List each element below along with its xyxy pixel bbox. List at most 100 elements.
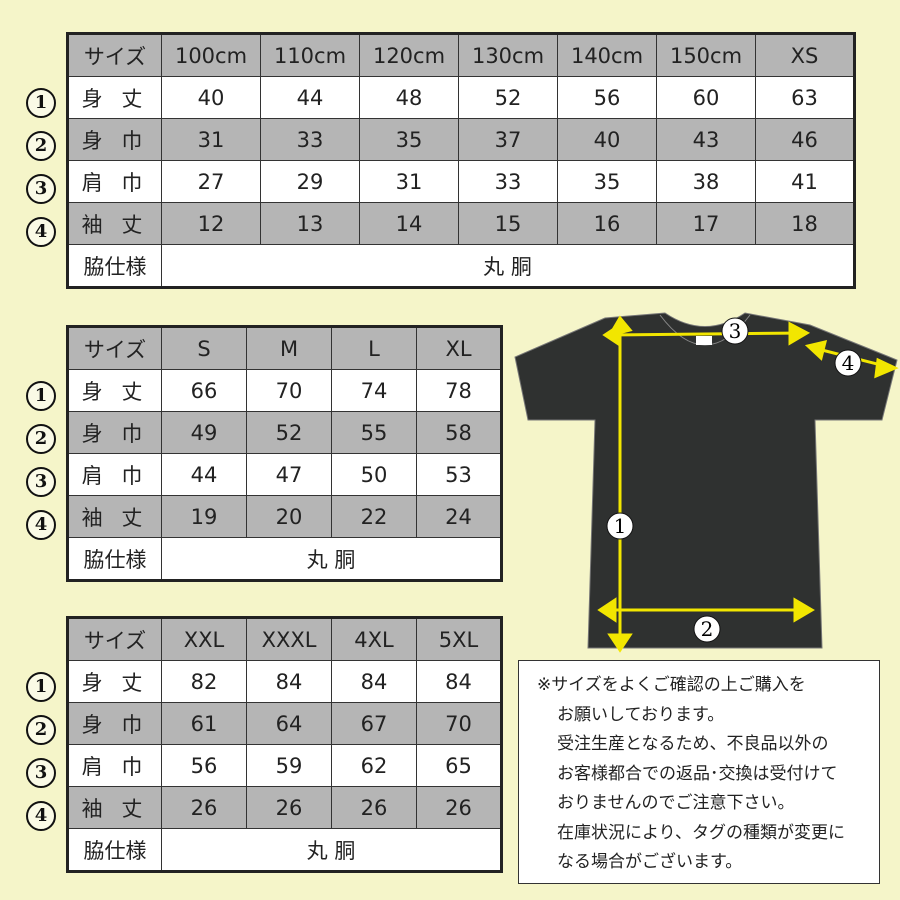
note-line: なる場合がございます。 [557,852,743,872]
size-value: 67 [331,702,417,745]
tshirt-measurement-diagram: 1 2 3 4 [514,312,899,653]
size-value: 84 [416,660,502,703]
row-label: 身 巾 [67,411,162,454]
size-value: 15 [458,202,558,245]
marker-4: 4 [842,351,855,375]
size-value: 66 [161,369,247,412]
size-value: 55 [331,411,417,454]
size-value: 59 [246,744,332,787]
size-value: 84 [246,660,332,703]
size-value: 26 [246,786,332,829]
size-header: M [246,326,332,370]
size-value: 74 [331,369,417,412]
size-value: 52 [246,411,332,454]
size-header: 150cm [656,33,756,77]
size-value: 33 [458,160,558,203]
row-marker-3: 3 [26,174,56,204]
marker-3: 3 [729,319,742,343]
size-value: 22 [331,495,417,538]
size-value: 64 [246,702,332,745]
table-row: 身 巾 31 33 35 37 40 43 46 [67,118,855,161]
side-spec-label: 脇仕様 [67,828,162,872]
table-row: サイズ 100cm 110cm 120cm 130cm 140cm 150cm XS [67,33,855,77]
size-value: 19 [161,495,247,538]
table-row: 身 丈 40 44 48 52 56 60 63 [67,76,855,119]
table-row: 身 巾 49 52 55 58 [67,411,502,454]
note-line: お客様都合での返品･交換は受付けて [557,763,838,784]
row-marker-2: 2 [26,424,56,454]
header-size-label: サイズ [67,33,162,77]
size-header: 100cm [161,33,261,77]
row-label: 身 丈 [67,76,162,119]
size-value: 49 [161,411,247,454]
row-marker-3: 3 [26,758,56,788]
marker-1: 1 [614,514,627,538]
size-value: 61 [161,702,247,745]
size-value: 62 [331,744,417,787]
size-value: 70 [416,702,502,745]
size-header: S [161,326,247,370]
size-value: 29 [260,160,360,203]
size-value: 33 [260,118,360,161]
size-value: 31 [359,160,459,203]
size-value: 46 [755,118,855,161]
size-value: 56 [557,76,657,119]
size-value: 35 [359,118,459,161]
side-spec-value: 丸 胴 [161,537,502,581]
row-marker-4: 4 [26,801,56,831]
size-value: 58 [416,411,502,454]
size-value: 26 [416,786,502,829]
purchase-notice: ※サイズをよくご確認の上ご購入を お願いしております。 受注生産となるため、不良… [518,660,880,884]
size-table-2: サイズ S M L XL 身 丈 66 70 74 78 身 巾 49 52 55 58 肩 巾 44 47 50 5… [66,325,503,582]
table-row: サイズ XXL XXXL 4XL 5XL [67,617,502,661]
table-row: 脇仕様丸 胴 [67,828,502,872]
size-table-1: サイズ 100cm 110cm 120cm 130cm 140cm 150cm XS 身 丈 40… [66,32,856,289]
size-value: 13 [260,202,360,245]
size-value: 40 [557,118,657,161]
size-value: 60 [656,76,756,119]
table-row: 身 丈 66 70 74 78 [67,369,502,412]
header-size-label: サイズ [67,326,162,370]
size-header: L [331,326,417,370]
size-header: 5XL [416,617,502,661]
note-line: ※サイズをよくご確認の上ご購入を [537,675,806,695]
size-header: XXXL [246,617,332,661]
size-header: 140cm [557,33,657,77]
table-row: サイズ S M L XL [67,326,502,370]
size-value: 52 [458,76,558,119]
table-row: 肩 巾 44 47 50 53 [67,453,502,496]
size-header: XS [755,33,855,77]
size-value: 16 [557,202,657,245]
size-value: 14 [359,202,459,245]
row-marker-3: 3 [26,467,56,497]
size-value: 44 [161,453,247,496]
note-line: お願いしております。 [557,704,725,725]
size-value: 50 [331,453,417,496]
row-label: 肩 巾 [67,453,162,496]
size-value: 47 [246,453,332,496]
size-value: 37 [458,118,558,161]
size-header: 110cm [260,33,360,77]
marker-2: 2 [701,617,714,641]
size-value: 53 [416,453,502,496]
side-spec-value: 丸 胴 [161,244,855,288]
row-label: 身 丈 [67,660,162,703]
table-row: 肩 巾 56 59 62 65 [67,744,502,787]
size-value: 70 [246,369,332,412]
row-marker-1: 1 [26,672,56,702]
table-row: 脇仕様丸 胴 [67,537,502,581]
size-header: 120cm [359,33,459,77]
size-value: 82 [161,660,247,703]
size-value: 18 [755,202,855,245]
size-value: 26 [161,786,247,829]
header-size-label: サイズ [67,617,162,661]
table-row: 身 丈 82 84 84 84 [67,660,502,703]
note-line: 在庫状況により、タグの種類が変更に [557,822,845,843]
tshirt-shape [514,312,898,649]
size-value: 38 [656,160,756,203]
row-label: 肩 巾 [67,744,162,787]
table-row: 袖 丈 19 20 22 24 [67,495,502,538]
size-value: 65 [416,744,502,787]
note-line: 受注生産となるため、不良品以外の [557,734,829,754]
size-value: 48 [359,76,459,119]
